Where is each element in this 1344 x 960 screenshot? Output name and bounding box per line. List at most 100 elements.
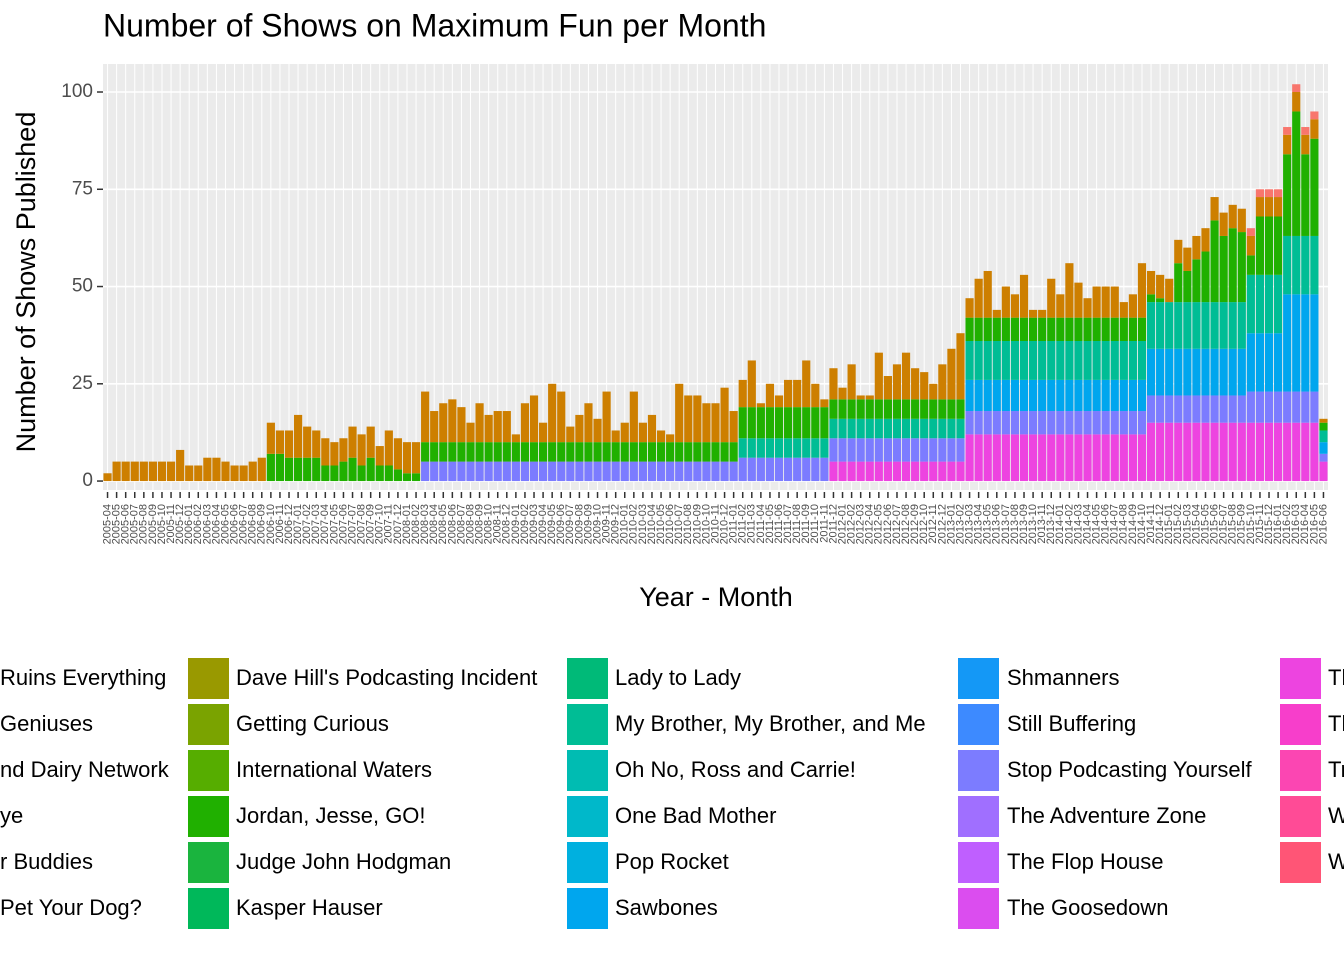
bar-segment [811,438,820,458]
bar-segment [1047,340,1056,380]
bar-segment [829,418,838,439]
bar-segment [892,438,902,462]
x-tick-label: 2007-07 [346,504,358,544]
bar-segment [1010,317,1020,341]
bar-segment [1119,379,1128,412]
bar-segment [711,461,720,482]
bar-segment [838,399,847,419]
x-tick-label: 2008-01 [401,504,413,544]
bar-segment [965,317,974,341]
bar-segment [1029,379,1038,412]
bar-segment [947,348,956,400]
bar-segment [1156,274,1165,299]
bar-segment [112,461,121,482]
y-tick-label: 50 [72,276,93,297]
bar-segment [430,442,439,462]
x-tick-label: 2012-01 [836,504,848,544]
bar-segment [738,407,747,439]
bar-segment [811,457,820,482]
x-tick-label: 2005-09 [147,504,159,544]
bar-segment [221,461,230,482]
bar-segment [1274,197,1283,217]
bar-segment [330,442,339,466]
bar-segment [965,411,974,435]
bar-segment [1174,239,1183,264]
bar-segment [1001,317,1010,341]
bar-segment [765,457,775,482]
x-tick-label: 2015-01 [1163,504,1175,544]
bar-segment [983,379,992,412]
x-tick-label: 2013-01 [945,504,957,544]
bar-segment [557,461,566,482]
bar-segment [1101,411,1110,435]
x-tick-label: 2007-09 [365,504,377,544]
bar-segment [194,465,203,482]
x-tick-label: 2007-11 [383,504,395,544]
bar-segment [448,399,457,443]
legend-key [1280,750,1321,791]
bar-segment [1174,263,1183,303]
bar-segment [711,403,720,443]
bar-segment [911,399,920,419]
bar-segment [892,461,902,482]
bar-segment [348,426,357,458]
legend-key [958,888,999,929]
legend-key [958,842,999,883]
legend-label: Geniuses [0,711,93,736]
bar-segment [784,438,793,458]
bar-segment [312,430,321,458]
bar-segment [1128,379,1137,412]
x-tick-label: 2013-11 [1036,504,1048,544]
bar-segment [901,352,911,400]
x-tick-label: 2005-12 [174,504,186,544]
bar-segment [393,469,402,482]
x-tick-label: 2012-08 [900,504,912,544]
bar-segment [1210,422,1219,482]
bar-segment [938,399,947,419]
bar-segment [1010,294,1020,318]
legend-label: Judge John Hodgman [236,849,451,874]
bar-segment [511,461,520,482]
legend-key [188,704,229,745]
x-tick-label: 2014-12 [1154,504,1166,544]
x-tick-label: 2012-10 [918,504,930,544]
bar-segment [892,399,902,419]
bar-segment [1255,274,1265,334]
bar-segment [992,317,1001,341]
x-tick-label: 2014-05 [1091,504,1103,544]
bar-segment [484,414,493,443]
bar-segment [911,438,920,462]
x-tick-label: 2005-07 [129,504,141,544]
legend-label: Th [1328,711,1344,736]
bar-segment [1255,216,1265,275]
bar-segment [920,372,929,400]
bar-segment [1255,333,1265,392]
bar-segment [1301,154,1310,236]
bar-segment [466,442,475,462]
bar-segment [965,379,974,412]
bar-segment [130,461,139,482]
bar-segment [375,465,384,482]
bar-segment [974,379,983,412]
bar-segment [284,430,294,458]
bar-segment [1301,422,1310,482]
bar-segment [275,430,285,454]
x-tick-label: 2005-10 [156,504,168,544]
legend-label: nd Dairy Network [0,757,170,782]
x-tick-label: 2009-07 [564,504,576,544]
y-tick-label: 0 [82,470,93,491]
bar-segment [847,399,856,419]
legend-label: Getting Curious [236,711,389,736]
bar-segment [956,399,965,419]
bar-segment [1246,274,1255,334]
x-tick-label: 2007-01 [292,504,304,544]
bar-segment [647,461,657,482]
bar-segment [666,434,675,443]
bar-segment [1092,411,1101,435]
x-tick-label: 2008-03 [419,504,431,544]
bar-segment [1237,422,1246,482]
bar-segment [548,461,557,482]
bar-segment [593,442,602,462]
bar-segment [920,418,929,439]
bar-segment [666,461,675,482]
